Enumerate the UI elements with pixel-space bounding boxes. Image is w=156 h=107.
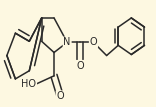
Text: O: O xyxy=(56,91,64,101)
Text: O: O xyxy=(90,37,97,47)
Text: HO: HO xyxy=(21,79,36,89)
Text: O: O xyxy=(76,61,84,71)
Text: N: N xyxy=(63,37,71,47)
